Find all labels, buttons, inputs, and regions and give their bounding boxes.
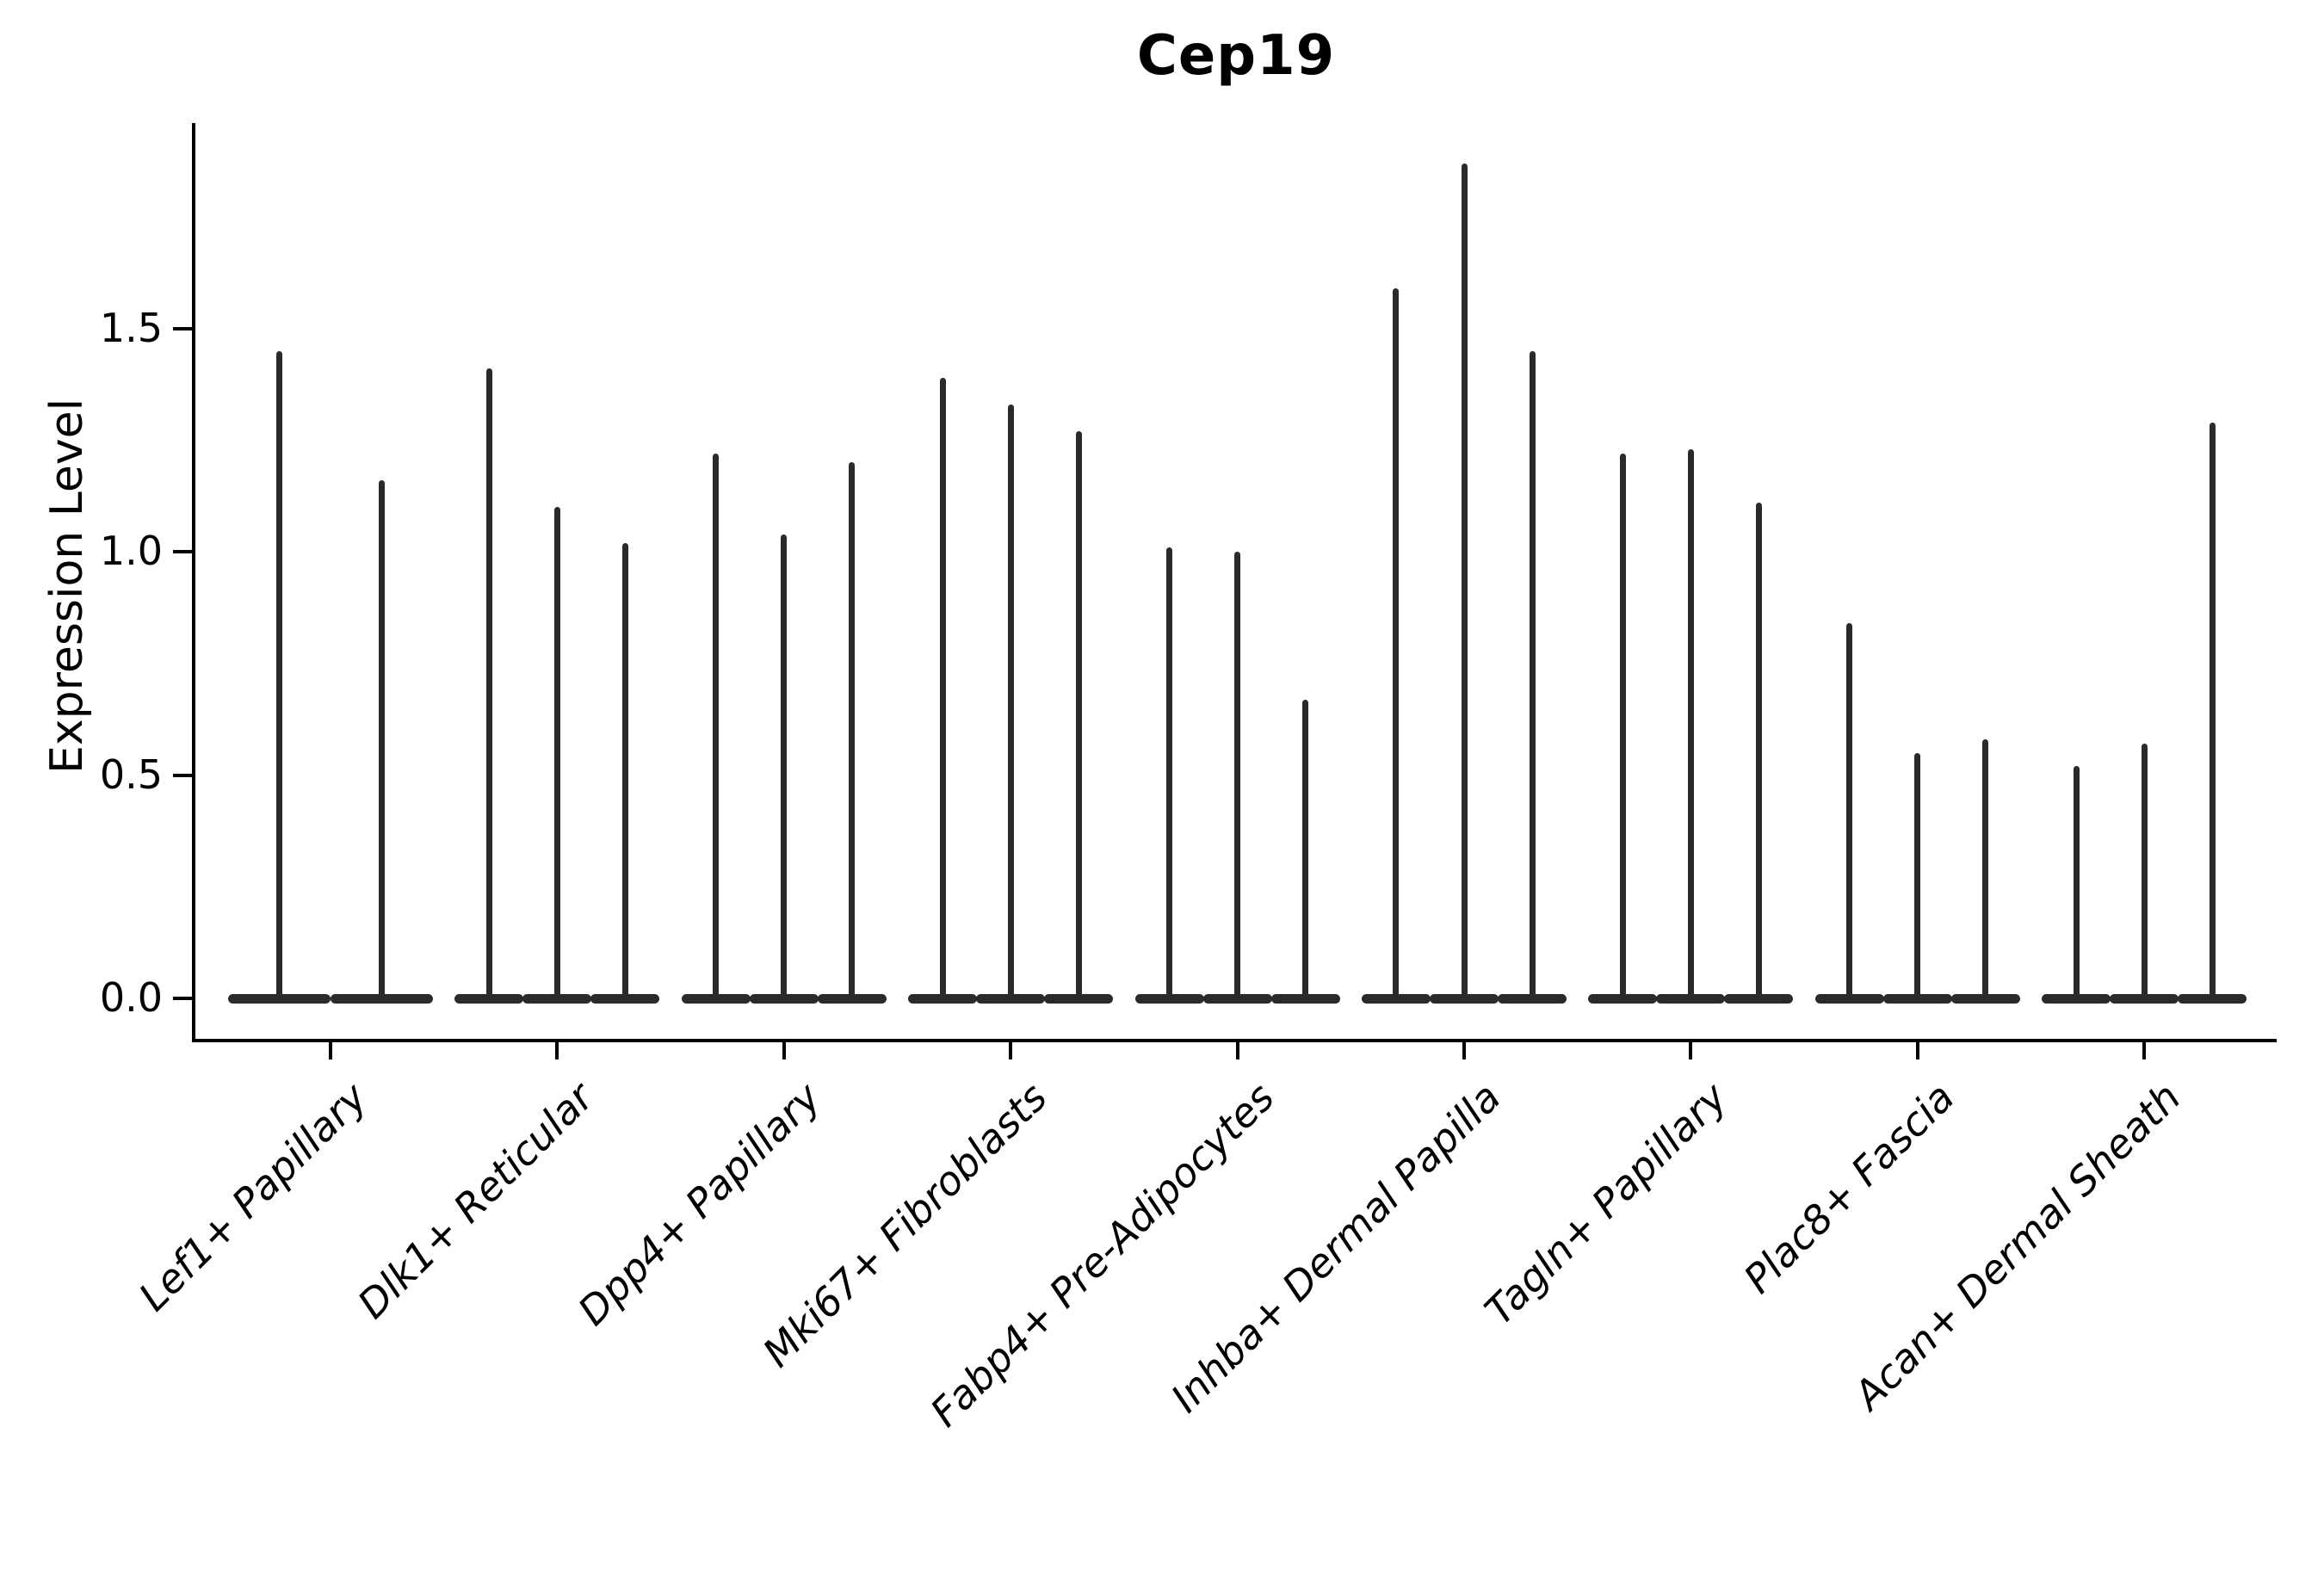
violin-spike bbox=[485, 368, 492, 1002]
violin-base bbox=[908, 993, 978, 1004]
violin-spike bbox=[1461, 163, 1468, 1002]
violin-base bbox=[2042, 993, 2111, 1004]
violin-spike bbox=[1846, 623, 1853, 1002]
violin-spike bbox=[849, 462, 856, 1002]
violin-spike bbox=[1007, 404, 1014, 1002]
violin-spike bbox=[621, 542, 628, 1002]
x-tick-mark bbox=[1462, 1042, 1466, 1059]
violin-base bbox=[590, 993, 660, 1004]
y-tick-mark bbox=[173, 326, 192, 330]
x-category-label: Fabp4+ Pre-Adipocytes bbox=[920, 1073, 1283, 1436]
y-tick-label: 1.5 bbox=[99, 304, 163, 351]
violin-spike bbox=[1393, 288, 1400, 1002]
x-tick-mark bbox=[782, 1042, 786, 1059]
violin-spike bbox=[2073, 766, 2080, 1002]
violin-base bbox=[1814, 993, 1884, 1004]
violin-spike bbox=[1755, 503, 1762, 1002]
violin-base bbox=[1588, 993, 1658, 1004]
violin-base bbox=[1430, 993, 1499, 1004]
violin-spike bbox=[1302, 699, 1309, 1002]
violin-base bbox=[681, 993, 751, 1004]
x-tick-mark bbox=[555, 1042, 559, 1059]
x-tick-mark bbox=[329, 1042, 332, 1059]
y-axis-label: Expression Level bbox=[41, 398, 93, 775]
violin-spike bbox=[1619, 454, 1626, 1002]
y-tick-mark bbox=[173, 997, 192, 1001]
y-tick-mark bbox=[173, 550, 192, 554]
violin-spike bbox=[2209, 422, 2216, 1002]
violin-base bbox=[522, 993, 592, 1004]
violin-spike bbox=[781, 534, 788, 1002]
violin-spike bbox=[1687, 448, 1694, 1002]
violin-spike bbox=[1234, 552, 1241, 1002]
y-tick-label: 1.0 bbox=[99, 528, 163, 575]
violin-base bbox=[1950, 993, 2020, 1004]
x-tick-mark bbox=[2142, 1042, 2147, 1059]
violin-base bbox=[1202, 993, 1272, 1004]
violin-base bbox=[1044, 993, 1114, 1004]
violin-base bbox=[2178, 993, 2247, 1004]
violin-base bbox=[1656, 993, 1726, 1004]
x-category-label: Dpp4+ Papillary bbox=[568, 1073, 830, 1335]
violin-spike bbox=[939, 377, 946, 1002]
violin-spike bbox=[1529, 350, 1536, 1002]
x-tick-mark bbox=[1689, 1042, 1693, 1059]
violin-base bbox=[1134, 993, 1204, 1004]
chart-title: Cep19 bbox=[1136, 24, 1336, 88]
violin-base bbox=[228, 993, 331, 1004]
x-category-label: Dlk1+ Reticular bbox=[349, 1073, 603, 1328]
violin-base bbox=[1498, 993, 1567, 1004]
violin-spike bbox=[1075, 431, 1082, 1002]
violin-spike bbox=[1914, 752, 1921, 1002]
x-tick-mark bbox=[1235, 1042, 1239, 1059]
x-category-label: Mki67+ Fibroblasts bbox=[753, 1073, 1056, 1376]
x-category-label: Acan+ Dermal Sheath bbox=[1845, 1073, 2190, 1419]
y-tick-mark bbox=[173, 773, 192, 777]
violin-base bbox=[1270, 993, 1340, 1004]
violin-spike bbox=[276, 350, 283, 1002]
violin-base bbox=[976, 993, 1046, 1004]
x-category-label: Inhba+ Dermal Papilla bbox=[1161, 1073, 1510, 1422]
x-axis-spine bbox=[192, 1039, 2277, 1042]
violin-base bbox=[330, 993, 433, 1004]
violin-base bbox=[1361, 993, 1431, 1004]
violin-spike bbox=[1166, 547, 1173, 1002]
violin-spike bbox=[553, 507, 560, 1002]
violin-base bbox=[2110, 993, 2179, 1004]
violin-base bbox=[817, 993, 887, 1004]
x-tick-mark bbox=[1915, 1042, 1919, 1059]
violin-base bbox=[1724, 993, 1794, 1004]
y-axis-spine bbox=[192, 123, 195, 1042]
y-tick-label: 0.0 bbox=[99, 974, 163, 1022]
violin-spike bbox=[713, 454, 720, 1002]
violin-base bbox=[454, 993, 524, 1004]
violin-spike bbox=[2141, 744, 2148, 1002]
violin-spike bbox=[378, 480, 385, 1002]
violin-spike bbox=[1982, 739, 1989, 1002]
y-tick-label: 0.5 bbox=[99, 751, 163, 798]
violin-base bbox=[749, 993, 819, 1004]
x-category-label: Tagln+ Papillary bbox=[1475, 1073, 1737, 1334]
x-tick-mark bbox=[1009, 1042, 1013, 1059]
x-category-label: Plac8+ Fascia bbox=[1734, 1073, 1963, 1302]
violin-base bbox=[1882, 993, 1952, 1004]
